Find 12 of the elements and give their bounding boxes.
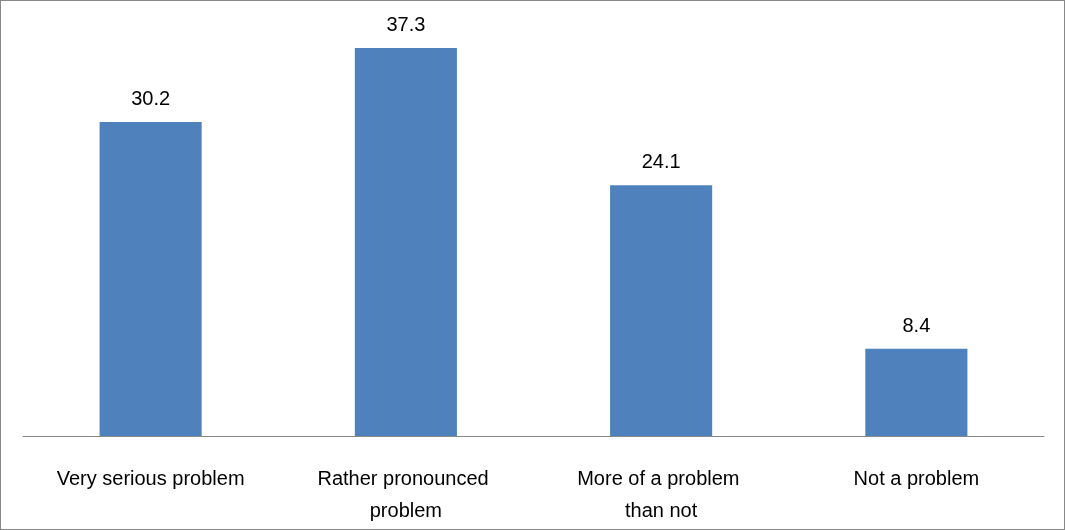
data-label: 30.2	[131, 86, 171, 109]
data-label: 37.3	[386, 13, 426, 36]
bar	[865, 348, 968, 436]
x-tick-label: Very serious problem	[56, 467, 245, 489]
x-tick-label: Rather pronounced problem	[317, 467, 495, 521]
x-tick-label: More of a problem than not	[577, 467, 746, 521]
data-label: 8.4	[902, 313, 931, 336]
x-tick-label: Not a problem	[853, 467, 980, 489]
bar	[610, 185, 713, 436]
bar	[99, 121, 202, 436]
data-label: 24.1	[641, 150, 681, 173]
bar	[354, 48, 457, 436]
